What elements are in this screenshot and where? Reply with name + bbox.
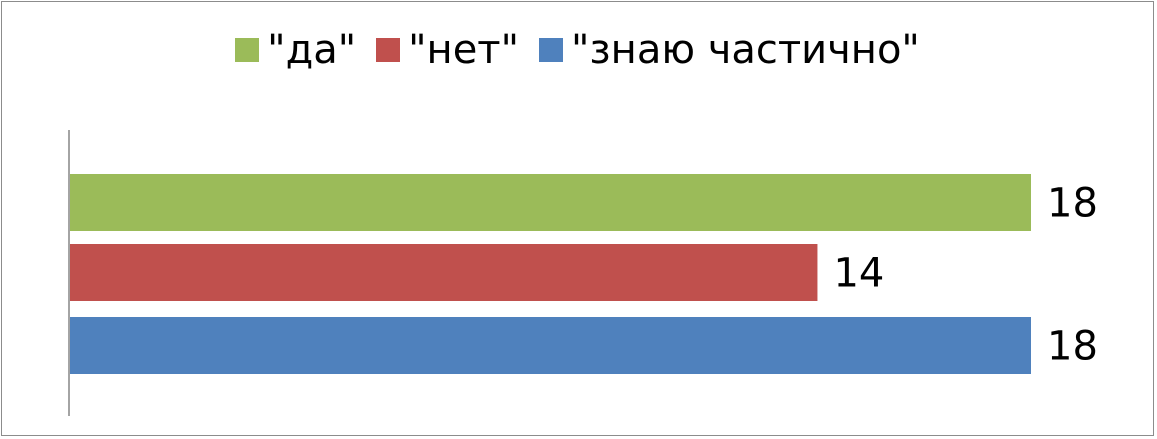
bar-net (70, 244, 818, 301)
legend-label-da: "да" (267, 27, 357, 73)
bars-group (70, 174, 1031, 374)
data-label-da: 18 (1047, 181, 1098, 227)
legend-item-net: "нет" (376, 26, 519, 74)
data-label-net: 14 (833, 251, 884, 297)
bar-partial (70, 317, 1031, 374)
legend-swatch-da (235, 38, 260, 62)
legend-label-net: "нет" (408, 27, 519, 73)
chart-legend: "да" "нет" "знаю частично" (0, 26, 1155, 74)
data-label-partial: 18 (1047, 324, 1098, 370)
legend-swatch-net (376, 38, 401, 62)
legend-label-partial: "знаю частично" (571, 27, 920, 73)
bar-da (70, 174, 1031, 231)
legend-item-partial: "знаю частично" (539, 26, 920, 74)
legend-swatch-partial (539, 38, 563, 62)
legend-item-da: "да" (235, 26, 356, 74)
data-labels-group: 18 14 18 (833, 181, 1097, 370)
